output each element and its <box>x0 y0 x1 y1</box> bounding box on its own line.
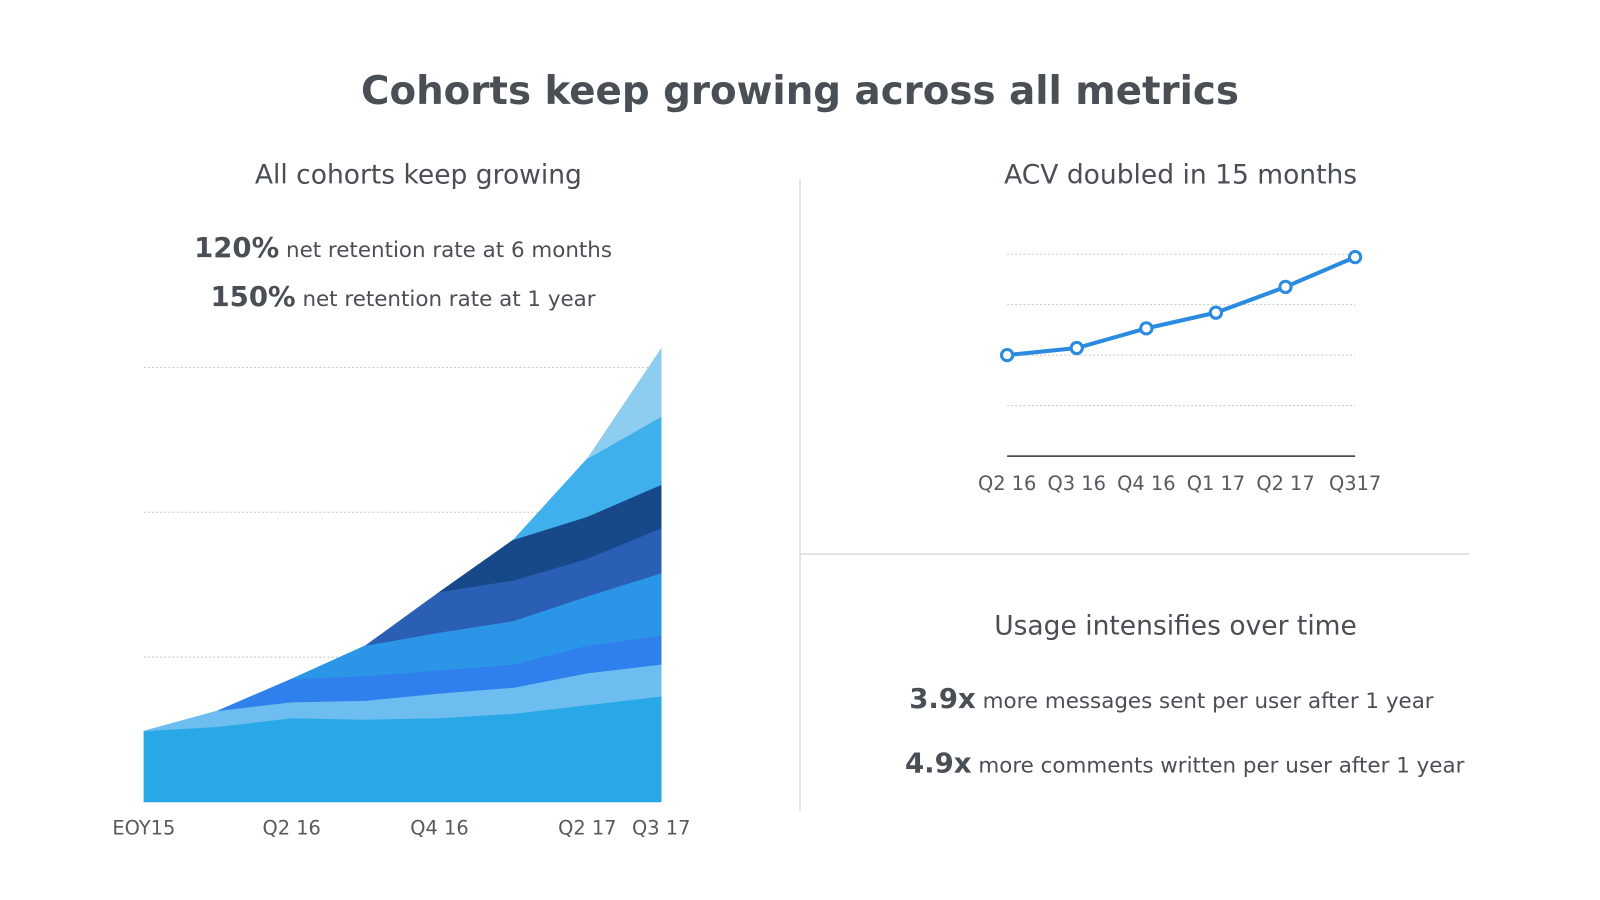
x-tick-label: Q1 17 <box>1187 472 1245 495</box>
stat-text: net retention rate at 6 months <box>286 238 612 263</box>
x-tick-label: Q2 17 <box>1256 472 1314 495</box>
point <box>1347 249 1363 265</box>
chart-title: ACV doubled in 15 months <box>1004 160 1357 191</box>
point <box>1000 347 1015 363</box>
point <box>1069 340 1084 356</box>
section-title: Usage intensifies over time <box>994 611 1357 642</box>
x-tick-label: Q3 17 <box>632 817 690 840</box>
x-tick-label: Q2 16 <box>978 472 1036 495</box>
x-tick-label: Q3 16 <box>1048 472 1106 495</box>
x-tick-label: Q4 16 <box>1117 472 1175 495</box>
usage-stat: 4.9x more comments written per user afte… <box>905 747 1465 779</box>
stat-text: more comments written per user after 1 y… <box>978 753 1464 778</box>
stat-value: 4.9x <box>905 747 972 779</box>
chart-title: All cohorts keep growing <box>255 160 582 191</box>
retention-stat: 120% net retention rate at 6 months <box>194 232 612 264</box>
stat-value: 120% <box>194 232 279 264</box>
point <box>1208 305 1224 320</box>
x-tick-label: Q317 <box>1329 472 1381 495</box>
line <box>1006 255 1356 358</box>
x-tick-label: Q4 16 <box>410 817 468 840</box>
retention-stat: 150% net retention rate at 1 year <box>211 281 596 313</box>
x-tick-label: Q2 16 <box>262 817 320 840</box>
point <box>1278 279 1293 295</box>
x-tick-label: Q2 17 <box>558 817 616 840</box>
slide-title: Cohorts keep growing across all metrics <box>361 69 1239 114</box>
usage-stat: 3.9x more messages sent per user after 1… <box>909 683 1434 715</box>
stat-value: 150% <box>211 281 296 313</box>
x-tick-label: EOY15 <box>112 817 175 840</box>
point <box>1139 321 1154 336</box>
area-layer <box>512 416 662 541</box>
stat-value: 3.9x <box>909 683 976 715</box>
area-layer <box>587 347 662 459</box>
stat-text: net retention rate at 1 year <box>302 287 595 312</box>
stat-text: more messages sent per user after 1 year <box>983 689 1434 714</box>
